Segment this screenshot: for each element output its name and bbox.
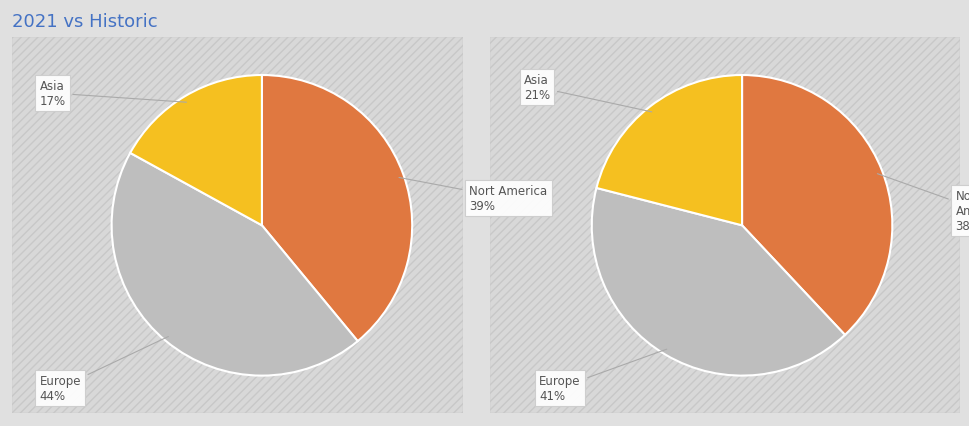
Wedge shape [596, 76, 741, 226]
Wedge shape [741, 76, 891, 335]
Wedge shape [591, 188, 844, 376]
Text: Europe
41%: Europe 41% [539, 349, 666, 402]
Text: 2021 vs Historic: 2021 vs Historic [12, 13, 157, 31]
Wedge shape [111, 153, 358, 376]
FancyBboxPatch shape [12, 38, 462, 413]
Text: Europe
44%: Europe 44% [40, 337, 169, 402]
Wedge shape [262, 76, 412, 341]
FancyBboxPatch shape [489, 38, 959, 413]
Wedge shape [130, 76, 262, 226]
Text: Nort America
39%: Nort America 39% [398, 178, 547, 213]
Text: Asia
17%: Asia 17% [40, 80, 186, 108]
Text: Asia
21%: Asia 21% [523, 74, 651, 112]
Text: Nort
America
38%: Nort America 38% [877, 174, 969, 232]
